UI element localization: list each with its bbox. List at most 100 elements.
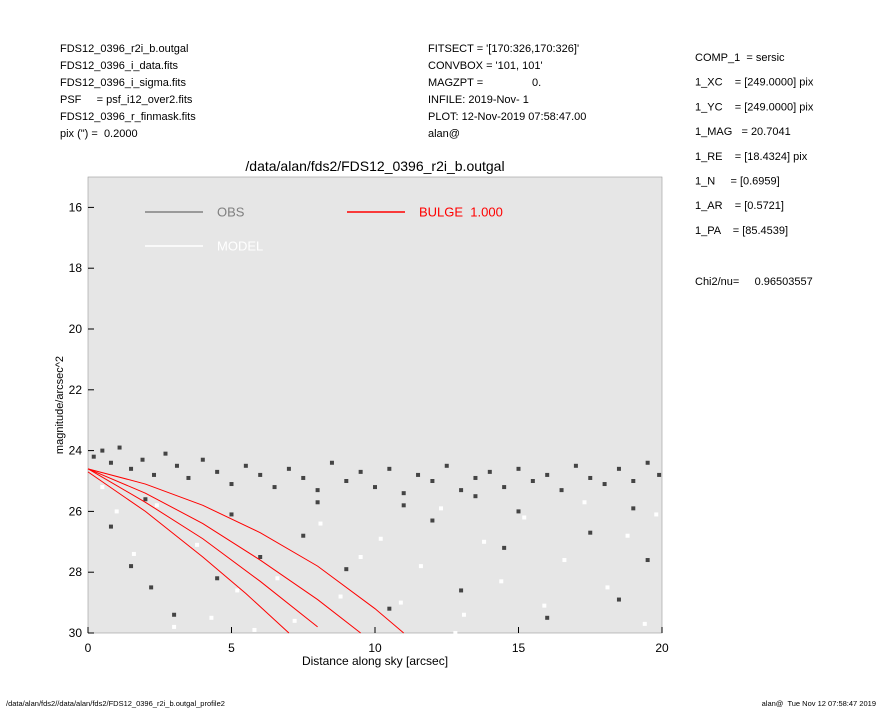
header-middle: CONVBOX = '101, 101' xyxy=(428,60,543,72)
data-point xyxy=(559,488,564,493)
data-point xyxy=(401,491,406,496)
data-point xyxy=(338,594,343,599)
data-point xyxy=(487,469,492,474)
header-left: PSF = psf_i12_over2.fits xyxy=(60,94,193,106)
data-point xyxy=(117,445,122,450)
data-point xyxy=(100,485,105,490)
data-point xyxy=(215,469,220,474)
data-point xyxy=(605,585,610,590)
header-right: 1_YC = [249.0000] pix xyxy=(695,101,814,113)
data-point xyxy=(473,494,478,499)
data-point xyxy=(444,463,449,468)
header-right: 1_XC = [249.0000] pix xyxy=(695,77,814,89)
data-point xyxy=(453,631,458,635)
data-point xyxy=(315,488,320,493)
data-point xyxy=(292,618,297,623)
header-right: 1_N = [0.6959] xyxy=(695,176,780,188)
data-point xyxy=(616,466,621,471)
header-left: FDS12_0396_i_data.fits xyxy=(60,60,179,72)
chi2: Chi2/nu= 0.96503557 xyxy=(695,276,813,288)
data-point xyxy=(100,448,105,453)
data-point xyxy=(258,472,263,477)
x-tick-label: 5 xyxy=(228,641,235,655)
header-middle: PLOT: 12-Nov-2019 07:58:47.00 xyxy=(428,111,586,123)
data-point xyxy=(215,576,220,581)
data-point xyxy=(373,485,377,490)
data-point xyxy=(562,558,567,563)
footer-left: /data/alan/fds2//data/alan/fds2/FDS12_03… xyxy=(6,699,225,708)
data-point xyxy=(545,615,550,620)
model-profile xyxy=(87,471,290,634)
x-tick-label: 0 xyxy=(85,641,92,655)
data-point xyxy=(631,479,636,483)
y-tick-label: 16 xyxy=(69,200,83,214)
data-point xyxy=(378,536,383,541)
header-right: 1_MAG = 20.7041 xyxy=(695,126,791,138)
data-point xyxy=(516,509,521,514)
x-axis-label: Distance along sky [arcsec] xyxy=(302,654,448,668)
data-point xyxy=(174,463,179,468)
data-point xyxy=(315,500,320,505)
data-point xyxy=(588,530,593,535)
data-point xyxy=(252,627,257,632)
y-tick-label: 20 xyxy=(69,322,83,336)
header-left: FDS12_0396_r2i_b.outgal xyxy=(60,43,188,55)
data-point xyxy=(631,506,636,511)
data-point xyxy=(114,509,119,514)
data-point xyxy=(588,475,593,480)
data-point xyxy=(172,624,177,629)
y-tick-label: 26 xyxy=(69,504,83,518)
legend-label: BULGE 1.000 xyxy=(419,204,503,219)
data-point xyxy=(172,612,177,617)
model-profile xyxy=(87,468,405,634)
header-right: 1_AR = [0.5721] xyxy=(695,200,784,212)
data-point xyxy=(301,533,306,538)
data-point xyxy=(459,588,464,593)
header-right: 1_PA = [85.4539] xyxy=(695,225,788,237)
data-point xyxy=(645,558,650,563)
data-point xyxy=(91,454,96,459)
header-right: 1_RE = [18.4324] pix xyxy=(695,151,808,163)
legend-label: MODEL xyxy=(217,238,263,253)
data-point xyxy=(642,621,647,626)
model-profile xyxy=(87,468,361,634)
header-middle: MAGZPT = 0. xyxy=(428,77,541,89)
data-point xyxy=(398,600,403,605)
data-point xyxy=(616,597,621,602)
data-point xyxy=(301,475,306,480)
data-point xyxy=(401,503,406,508)
data-point xyxy=(654,512,659,517)
data-point xyxy=(502,545,507,550)
data-point xyxy=(129,466,134,471)
x-tick-label: 15 xyxy=(512,641,526,655)
y-tick-label: 22 xyxy=(69,383,83,397)
header-right: COMP_1 = sersic xyxy=(695,52,785,64)
data-point xyxy=(625,533,630,538)
x-tick-label: 20 xyxy=(655,641,669,655)
plot-clip xyxy=(87,445,662,635)
data-point xyxy=(154,503,159,508)
data-point xyxy=(439,506,444,511)
data-point xyxy=(344,479,349,483)
data-point xyxy=(344,567,349,572)
data-point xyxy=(430,479,435,483)
data-point xyxy=(387,606,392,611)
data-point xyxy=(258,555,263,559)
data-point xyxy=(582,500,587,505)
y-axis-label: magnitude/arcsec^2 xyxy=(54,356,66,454)
header-middle: FITSECT = '[170:326,170:326]' xyxy=(428,43,579,55)
data-point xyxy=(516,466,521,471)
data-point xyxy=(163,451,168,456)
model-profile xyxy=(87,468,318,628)
data-point xyxy=(482,539,487,544)
data-point xyxy=(275,576,280,581)
data-point xyxy=(209,615,214,620)
header-left: pix (") = 0.2000 xyxy=(60,128,138,140)
y-tick-label: 30 xyxy=(69,626,83,640)
data-point xyxy=(200,457,205,462)
data-point xyxy=(602,482,607,487)
data-point xyxy=(149,585,154,590)
header-left: FDS12_0396_i_sigma.fits xyxy=(60,77,186,89)
data-point xyxy=(461,612,466,617)
